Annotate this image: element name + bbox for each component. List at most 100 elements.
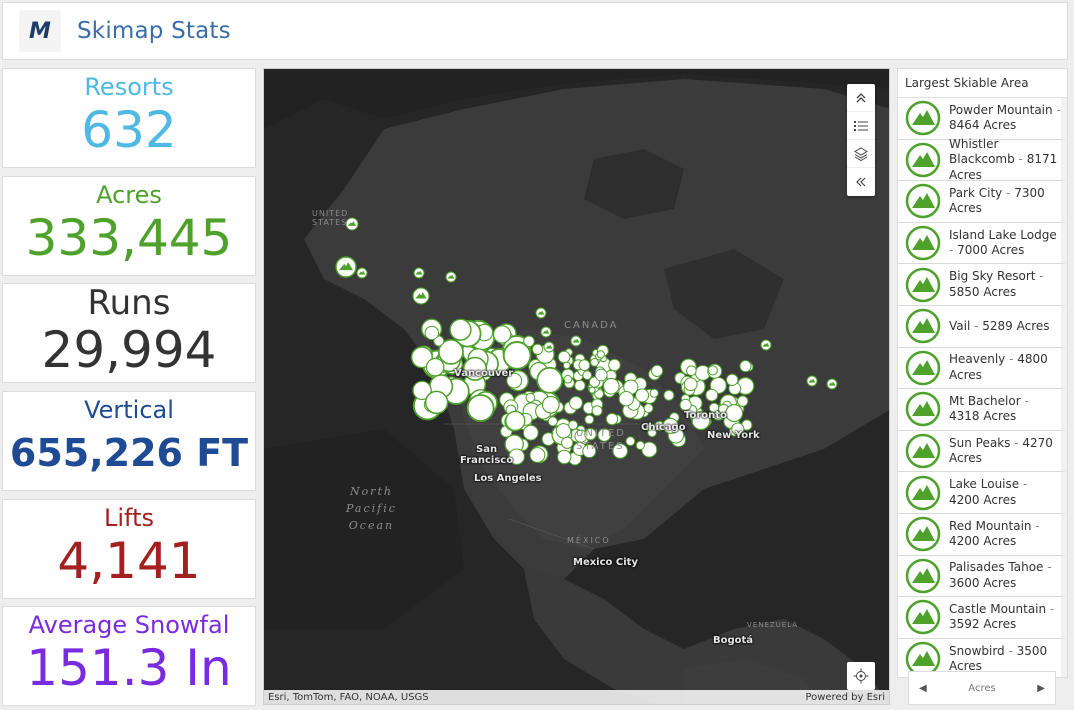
resort-marker[interactable]	[445, 271, 457, 283]
list-item[interactable]: Castle Mountain - 3592 Acres	[898, 597, 1067, 639]
list-item[interactable]: Island Lake Lodge - 7000 Acres	[898, 222, 1067, 265]
resort-marker[interactable]	[726, 373, 739, 386]
collapse-icon[interactable]	[847, 168, 875, 196]
resort-marker[interactable]	[425, 357, 445, 377]
resort-marker[interactable]	[597, 428, 612, 442]
resort-marker[interactable]	[562, 361, 571, 370]
resort-marker[interactable]	[536, 366, 564, 394]
legend-icon[interactable]	[847, 112, 875, 140]
resort-marker[interactable]	[705, 388, 719, 402]
resort-marker[interactable]	[529, 447, 546, 463]
resort-marker[interactable]	[561, 436, 574, 449]
resort-marker[interactable]	[662, 417, 679, 434]
expand-icon[interactable]	[847, 84, 875, 112]
resort-marker[interactable]	[412, 287, 430, 305]
resort-marker[interactable]	[625, 436, 636, 447]
resort-marker[interactable]	[806, 375, 818, 387]
resort-marker[interactable]	[594, 368, 608, 382]
resort-marker[interactable]	[413, 267, 425, 279]
resort-marker[interactable]	[557, 449, 572, 465]
resort-marker[interactable]	[612, 443, 629, 459]
list-item[interactable]: Heavenly - 4800 Acres	[898, 347, 1067, 390]
prev-page-icon[interactable]: ◀	[919, 682, 927, 694]
list-item[interactable]: Sun Peaks - 4270 Acres	[898, 430, 1067, 473]
resort-marker[interactable]	[449, 318, 472, 341]
resort-marker[interactable]	[686, 365, 697, 377]
resort-marker[interactable]	[345, 217, 359, 231]
list-item[interactable]: Snowbird - 3500 Acres	[898, 638, 1067, 677]
resort-marker[interactable]	[574, 379, 586, 392]
resort-marker[interactable]	[563, 374, 573, 384]
resort-marker[interactable]	[649, 388, 659, 398]
next-page-icon[interactable]: ▶	[1037, 682, 1045, 694]
attribution-text[interactable]: Esri, TomTom, FAO, NOAA, USGS	[268, 691, 429, 703]
resort-marker[interactable]	[557, 350, 571, 364]
resort-marker[interactable]	[535, 307, 547, 319]
resort-marker[interactable]	[462, 356, 488, 381]
resort-marker[interactable]	[588, 386, 596, 394]
resort-marker[interactable]	[335, 256, 357, 278]
resort-marker[interactable]	[568, 420, 579, 431]
list-item[interactable]: Powder Mountain - 8464 Acres	[898, 98, 1067, 140]
resort-marker[interactable]	[410, 346, 433, 369]
resort-marker[interactable]	[578, 359, 591, 372]
resort-marker[interactable]	[508, 448, 525, 465]
resort-marker[interactable]	[725, 404, 744, 423]
resort-marker[interactable]	[591, 405, 603, 417]
resort-marker[interactable]	[505, 410, 526, 432]
resort-marker[interactable]	[570, 335, 582, 347]
resort-marker[interactable]	[707, 365, 718, 376]
list-item[interactable]: Park City - 7300 Acres	[898, 181, 1067, 223]
resort-marker[interactable]	[643, 403, 654, 414]
powered-by-text[interactable]: Powered by Esri	[805, 691, 885, 703]
resort-marker[interactable]	[531, 343, 544, 355]
resort-marker[interactable]	[731, 422, 745, 436]
resort-marker[interactable]	[582, 444, 597, 459]
resort-marker[interactable]	[569, 396, 583, 410]
resort-marker[interactable]	[543, 341, 555, 353]
resort-marker[interactable]	[596, 350, 605, 359]
list-item[interactable]: Vail - 5289 Acres	[898, 305, 1067, 348]
resort-marker[interactable]	[523, 335, 535, 348]
resort-marker[interactable]	[540, 326, 552, 338]
resort-marker[interactable]	[760, 339, 772, 351]
resort-marker[interactable]	[608, 358, 621, 372]
resort-marker[interactable]	[635, 440, 645, 450]
list-item[interactable]: Whistler Blackcomb - 8171 Acres	[898, 137, 1067, 182]
resort-marker[interactable]	[635, 388, 650, 403]
resort-marker[interactable]	[541, 395, 560, 414]
map-view[interactable]: UNITED STATES CANADA UNITED STATES MÉXIC…	[263, 68, 890, 705]
resort-marker[interactable]	[502, 341, 532, 370]
resort-marker[interactable]	[437, 338, 464, 365]
resort-marker[interactable]	[605, 412, 619, 426]
resort-marker[interactable]	[679, 398, 692, 411]
resort-markers-layer[interactable]	[264, 69, 890, 705]
resort-marker[interactable]	[663, 389, 675, 401]
list-item[interactable]: Red Mountain - 4200 Acres	[898, 513, 1067, 556]
resort-marker[interactable]	[651, 364, 664, 377]
resort-marker[interactable]	[647, 427, 657, 438]
resort-marker[interactable]	[683, 377, 698, 392]
resort-marker[interactable]	[547, 416, 558, 427]
resort-marker[interactable]	[412, 380, 432, 401]
resort-marker[interactable]	[506, 372, 523, 389]
resort-marker[interactable]	[590, 358, 599, 367]
resort-marker[interactable]	[424, 390, 449, 415]
resort-marker[interactable]	[618, 390, 635, 407]
resort-marker[interactable]	[739, 360, 752, 373]
resort-marker[interactable]	[424, 325, 440, 341]
resort-marker[interactable]	[522, 424, 539, 441]
resort-marker[interactable]	[582, 370, 593, 381]
resort-marker[interactable]	[602, 377, 620, 395]
list-item[interactable]: Big Sky Resort - 5850 Acres	[898, 264, 1067, 306]
resort-marker[interactable]	[826, 378, 838, 390]
resort-marker[interactable]	[584, 428, 597, 441]
list-item[interactable]: Lake Louise - 4200 Acres	[898, 472, 1067, 514]
list-item[interactable]: Palisades Tahoe - 3600 Acres	[898, 555, 1067, 598]
resort-marker[interactable]	[466, 394, 495, 422]
resort-marker[interactable]	[691, 411, 711, 431]
list-item[interactable]: Mt Bachelor - 4318 Acres	[898, 389, 1067, 431]
resort-marker[interactable]	[525, 392, 536, 403]
resort-marker[interactable]	[356, 267, 368, 279]
resort-marker[interactable]	[555, 423, 572, 439]
